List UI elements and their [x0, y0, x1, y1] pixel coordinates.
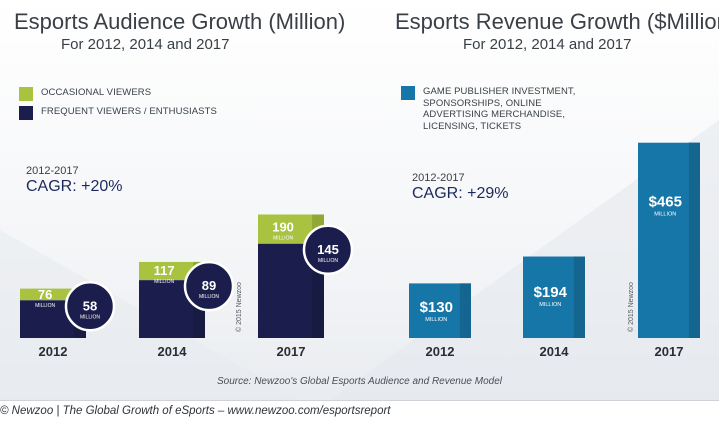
data-unit-frequent-2014: MILLION: [199, 294, 219, 300]
image-caption: © Newzoo | The Global Growth of eSports …: [0, 405, 391, 417]
x-tick-label-revenue-2014: 2014: [540, 344, 570, 359]
legend-label-frequent: FREQUENT VIEWERS / ENTHUSIASTS: [41, 106, 217, 117]
data-label-occasional-2014: 117: [154, 263, 175, 278]
data-label-revenue-2017: $465: [649, 194, 682, 211]
frequent-value-circle-2014: [183, 260, 235, 312]
data-unit-revenue-2014: MILLION: [539, 302, 561, 308]
legend-label-revenue: GAME PUBLISHER INVESTMENT, SPONSORSHIPS,…: [423, 86, 576, 132]
bar-occasional-2012: [20, 288, 86, 301]
data-unit-revenue-2012: MILLION: [425, 317, 447, 323]
bar-frequent-2017-shade: [312, 243, 324, 338]
revenue-chart-title: Esports Revenue Growth ($Million): [395, 9, 719, 34]
legend-label-occasional: OCCASIONAL VIEWERS: [41, 87, 152, 98]
legend-swatch-frequent: [19, 106, 33, 120]
x-tick-label-audience-2012: 2012: [39, 344, 68, 359]
revenue-copyright-label: © 2015 Newzoo: [628, 282, 635, 332]
x-tick-label-audience-2017: 2017: [277, 344, 306, 359]
audience-cagr-period: 2012-2017: [26, 165, 79, 177]
audience-cagr-value: CAGR: +20%: [26, 178, 123, 195]
data-label-occasional-2012: 76: [38, 287, 52, 302]
bar-revenue-2014-shade: [573, 256, 585, 338]
data-unit-occasional-2017: MILLION: [273, 236, 293, 242]
revenue-cagr-period: 2012-2017: [412, 172, 465, 184]
legend-item-revenue: GAME PUBLISHER INVESTMENT, SPONSORSHIPS,…: [401, 86, 588, 132]
x-tick-label-revenue-2012: 2012: [426, 344, 455, 359]
audience-chart-title: Esports Audience Growth (Million): [14, 9, 346, 34]
data-label-frequent-2017: 145: [317, 242, 339, 257]
legend-item-occasional-viewers: OCCASIONAL VIEWERS: [19, 87, 151, 101]
legend-item-frequent-viewers: FREQUENT VIEWERS / ENTHUSIASTS: [19, 106, 217, 120]
data-label-revenue-2012: $130: [420, 299, 453, 316]
data-label-frequent-2014: 89: [202, 278, 216, 293]
data-unit-frequent-2012: MILLION: [80, 314, 100, 320]
frequent-value-circle-2017: [302, 224, 354, 275]
legend-swatch-occasional: [19, 87, 33, 101]
data-label-occasional-2017: 190: [272, 220, 294, 235]
x-tick-label-revenue-2017: 2017: [655, 344, 684, 359]
revenue-cagr-value: CAGR: +29%: [412, 185, 509, 202]
data-unit-frequent-2017: MILLION: [318, 258, 338, 264]
data-unit-occasional-2014: MILLION: [154, 279, 174, 285]
legend-swatch-revenue: [401, 86, 415, 100]
bar-revenue-2017-shade: [688, 142, 700, 338]
data-unit-revenue-2017: MILLION: [654, 212, 676, 218]
data-label-revenue-2014: $194: [534, 284, 568, 301]
revenue-chart-subtitle: For 2012, 2014 and 2017: [463, 36, 632, 53]
infographic-panel: Esports Audience Growth (Million) For 20…: [0, 0, 719, 401]
frequent-value-circle-2012: [64, 281, 116, 332]
source-note: Source: Newzoo's Global Esports Audience…: [216, 376, 503, 387]
audience-chart-subtitle: For 2012, 2014 and 2017: [61, 36, 230, 53]
data-label-frequent-2012: 58: [83, 298, 97, 313]
data-unit-occasional-2012: MILLION: [35, 303, 55, 309]
bar-revenue-2012-shade: [459, 283, 471, 338]
x-tick-label-audience-2014: 2014: [158, 344, 188, 359]
audience-copyright-label: © 2015 Newzoo: [236, 282, 243, 332]
